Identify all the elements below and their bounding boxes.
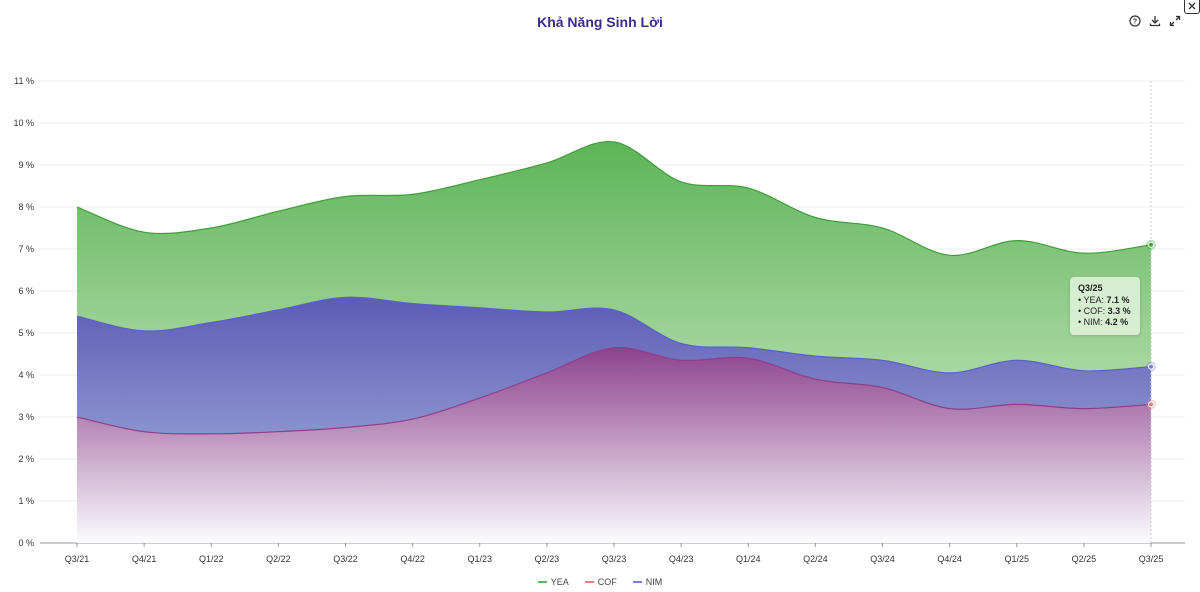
line-cof	[76, 346, 1152, 435]
legend-label: YEA	[550, 577, 569, 587]
x-tick-label: Q4/21	[132, 554, 157, 564]
y-tick-label: 8 %	[18, 202, 34, 212]
chart-legend: YEA COF NIM	[0, 577, 1200, 587]
download-icon[interactable]	[1148, 14, 1162, 28]
x-tick-label: Q1/24	[736, 554, 761, 564]
y-tick-label: 9 %	[18, 160, 34, 170]
y-tick-label: 4 %	[18, 370, 34, 380]
x-tick-label: Q2/24	[803, 554, 828, 564]
chart-title: Khả Năng Sinh Lời	[537, 14, 663, 30]
x-tick-label: Q1/23	[467, 554, 492, 564]
help-icon[interactable]: ?	[1128, 14, 1142, 28]
marker-cof[interactable]	[1148, 401, 1154, 408]
y-tick-label: 1 %	[18, 496, 34, 506]
x-tick-label: Q1/25	[1004, 554, 1029, 564]
area-cof	[77, 347, 1151, 543]
x-tick-label: Q2/23	[535, 554, 560, 564]
x-tick-label: Q4/24	[937, 554, 962, 564]
x-tick-label: Q3/25	[1139, 554, 1164, 564]
x-tick-label: Q2/22	[266, 554, 291, 564]
chart-tooltip: Q3/25 • YEA: 7.1 % • COF: 3.3 % • NIM: 4…	[1070, 277, 1140, 335]
legend-swatch-nim	[632, 581, 642, 583]
y-tick-label: 3 %	[18, 412, 34, 422]
x-tick-label: Q3/21	[65, 554, 90, 564]
chart-toolbar: ?	[1128, 14, 1182, 28]
x-tick-label: Q3/24	[870, 554, 895, 564]
svg-text:?: ?	[1133, 19, 1137, 26]
x-tick-label: Q3/23	[602, 554, 627, 564]
y-tick-label: 0 %	[18, 538, 34, 548]
x-tick-label: Q1/22	[199, 554, 224, 564]
legend-swatch-yea	[537, 581, 547, 583]
line-nim	[76, 296, 1152, 374]
tooltip-row-cof: • COF: 3.3 %	[1078, 306, 1131, 316]
marker-nim[interactable]	[1148, 363, 1154, 370]
legend-label: NIM	[645, 577, 663, 587]
x-tick-label: Q4/23	[669, 554, 694, 564]
y-tick-label: 5 %	[18, 328, 34, 338]
legend-swatch-cof	[584, 581, 594, 583]
legend-item-yea[interactable]: YEA	[537, 577, 569, 587]
fullscreen-icon[interactable]	[1168, 14, 1182, 28]
x-tick-label: Q2/25	[1072, 554, 1097, 564]
x-tick-label: Q4/22	[400, 554, 425, 564]
y-tick-label: 7 %	[18, 244, 34, 254]
marker-yea[interactable]	[1148, 241, 1154, 248]
y-tick-label: 6 %	[18, 286, 34, 296]
legend-label: COF	[597, 577, 617, 587]
tooltip-row-yea: • YEA: 7.1 %	[1078, 295, 1130, 305]
legend-item-nim[interactable]: NIM	[632, 577, 663, 587]
y-tick-label: 10 %	[13, 118, 34, 128]
y-tick-label: 2 %	[18, 454, 34, 464]
y-tick-label: 11 %	[14, 76, 34, 86]
tooltip-row-nim: • NIM: 4.2 %	[1078, 317, 1129, 327]
x-tick-label: Q3/22	[333, 554, 358, 564]
line-yea	[76, 140, 1152, 256]
tooltip-title: Q3/25	[1078, 283, 1103, 293]
legend-item-cof[interactable]: COF	[584, 577, 617, 587]
